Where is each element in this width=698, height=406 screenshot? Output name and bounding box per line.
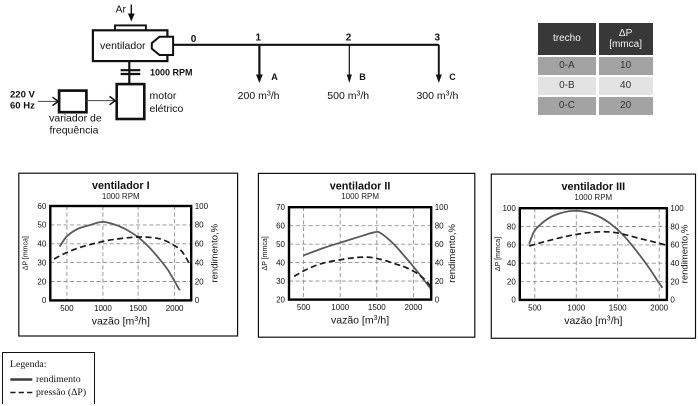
svg-text:70: 70 [276,203,285,212]
svg-text:1500: 1500 [609,303,627,312]
svg-text:300 m3/h: 300 m3/h [416,90,458,102]
svg-text:ΔP [mmca]: ΔP [mmca] [262,236,269,270]
svg-text:20: 20 [435,277,444,286]
svg-text:1500: 1500 [129,304,147,313]
svg-text:ventilador: ventilador [100,40,146,52]
svg-text:variador de: variador de [49,113,102,125]
svg-text:40: 40 [195,258,204,267]
svg-text:40: 40 [507,259,516,268]
svg-text:60 Hz: 60 Hz [10,101,35,112]
svg-text:ΔP [mmca]: ΔP [mmca] [495,237,502,271]
svg-text:ventilador III: ventilador III [561,181,625,193]
svg-text:2000: 2000 [166,304,184,313]
svg-text:60: 60 [37,202,46,211]
svg-text:1500: 1500 [368,303,386,312]
svg-text:60: 60 [507,241,516,250]
svg-text:vazão [m3/h]: vazão [m3/h] [92,315,150,327]
svg-text:C: C [449,72,456,82]
svg-text:50: 50 [37,221,46,230]
svg-text:20: 20 [507,277,516,286]
svg-text:100: 100 [195,202,209,211]
svg-text:0: 0 [42,296,47,305]
svg-text:ventilador II: ventilador II [330,180,391,192]
svg-text:3: 3 [435,33,441,44]
svg-text:rendimento,%: rendimento,% [680,224,691,283]
svg-text:0: 0 [195,296,200,305]
svg-text:100: 100 [670,204,684,213]
svg-text:1000: 1000 [331,303,349,312]
svg-text:80: 80 [195,221,204,230]
svg-text:frequência: frequência [49,125,98,137]
svg-text:50: 50 [276,240,285,249]
svg-text:20: 20 [670,277,679,286]
svg-text:motor: motor [150,90,177,102]
svg-text:40: 40 [37,240,46,249]
svg-text:A: A [271,72,278,82]
svg-text:2000: 2000 [650,303,668,312]
svg-text:80: 80 [670,222,679,231]
svg-text:2: 2 [346,33,352,44]
svg-text:500: 500 [528,303,542,312]
svg-text:20: 20 [276,295,285,304]
svg-text:0: 0 [435,295,440,304]
svg-text:40: 40 [276,258,285,267]
svg-text:20: 20 [37,277,46,286]
svg-text:100: 100 [435,203,449,212]
svg-text:1000 RPM: 1000 RPM [574,193,612,202]
svg-text:500 m3/h: 500 m3/h [327,90,369,102]
svg-text:20: 20 [195,277,204,286]
svg-text:40: 40 [435,258,444,267]
svg-text:200 m3/h: 200 m3/h [238,90,280,102]
svg-text:1000 RPM: 1000 RPM [150,68,193,78]
svg-text:0: 0 [191,34,197,45]
svg-text:vazão [m3/h]: vazão [m3/h] [331,315,389,327]
svg-text:60: 60 [195,240,204,249]
svg-text:B: B [359,72,366,82]
svg-text:ΔP [mmca]: ΔP [mmca] [22,236,29,270]
svg-text:2000: 2000 [405,303,423,312]
svg-text:1000 RPM: 1000 RPM [341,192,379,201]
svg-text:100: 100 [502,204,516,213]
svg-text:1000 RPM: 1000 RPM [102,192,140,201]
svg-text:60: 60 [276,222,285,231]
svg-text:30: 30 [37,258,46,267]
svg-text:500: 500 [297,303,311,312]
svg-text:40: 40 [670,259,679,268]
svg-text:0: 0 [670,296,675,305]
svg-text:80: 80 [435,222,444,231]
svg-text:220 V: 220 V [10,90,35,101]
svg-text:1000: 1000 [94,304,112,313]
svg-text:1000: 1000 [567,303,585,312]
svg-text:0: 0 [511,296,516,305]
svg-text:rendimento,%: rendimento,% [210,223,221,282]
svg-text:80: 80 [507,222,516,231]
svg-text:rendimento,%: rendimento,% [447,224,458,283]
svg-text:Ar: Ar [116,4,127,16]
svg-text:30: 30 [276,277,285,286]
svg-text:elétrico: elétrico [150,103,184,115]
svg-text:500: 500 [60,304,74,313]
svg-text:vazão [m3/h]: vazão [m3/h] [564,315,622,327]
svg-text:60: 60 [435,240,444,249]
svg-text:60: 60 [670,241,679,250]
svg-text:1: 1 [256,33,262,44]
svg-text:ventilador I: ventilador I [92,180,150,192]
